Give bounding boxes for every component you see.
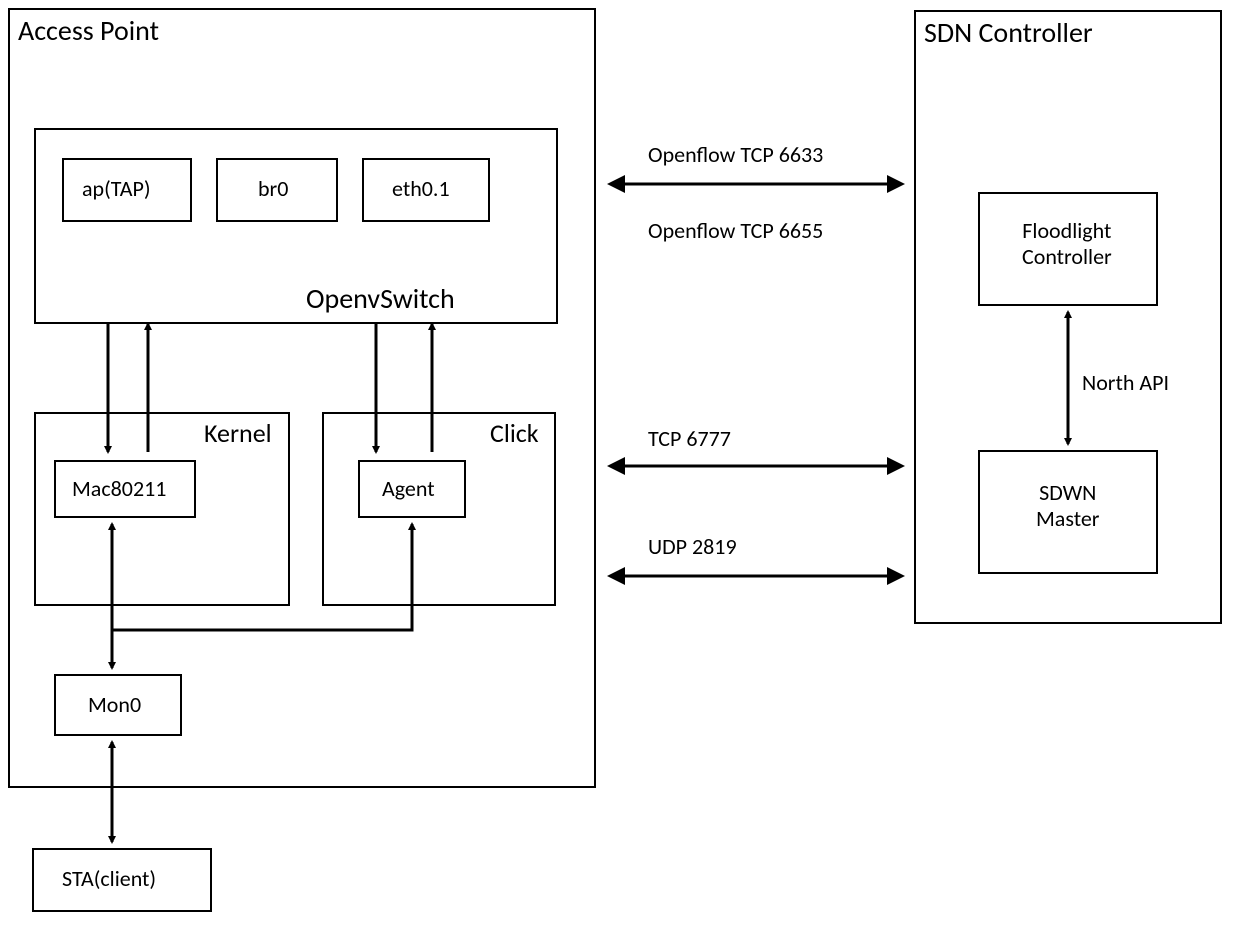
br0-label: br0 [258, 176, 288, 202]
sdwn-master-label: SDWN Master [1036, 480, 1099, 533]
floodlight-label: Floodlight Controller [1022, 218, 1112, 271]
ap-tap-label: ap(TAP) [82, 176, 151, 202]
edge-label-of6655: Openflow TCP 6655 [648, 218, 823, 244]
sdn-controller-title: SDN Controller [924, 16, 1093, 50]
agent-label: Agent [382, 476, 435, 502]
edge-label-tcp6777: TCP 6777 [648, 426, 731, 452]
openvswitch-title: OpenvSwitch [306, 282, 455, 316]
access-point-title: Access Point [18, 14, 159, 48]
edge-label-udp2819: UDP 2819 [648, 534, 737, 560]
edge-label-of6633: Openflow TCP 6633 [648, 142, 823, 168]
edge-label-north-api: North API [1082, 370, 1169, 396]
eth01-label: eth0.1 [392, 176, 450, 202]
sta-client-label: STA(client) [62, 866, 156, 892]
kernel-title: Kernel [204, 418, 272, 449]
click-title: Click [490, 418, 539, 449]
mac80211-label: Mac80211 [72, 476, 166, 502]
mon0-label: Mon0 [88, 692, 141, 718]
access-point-container [8, 8, 596, 788]
